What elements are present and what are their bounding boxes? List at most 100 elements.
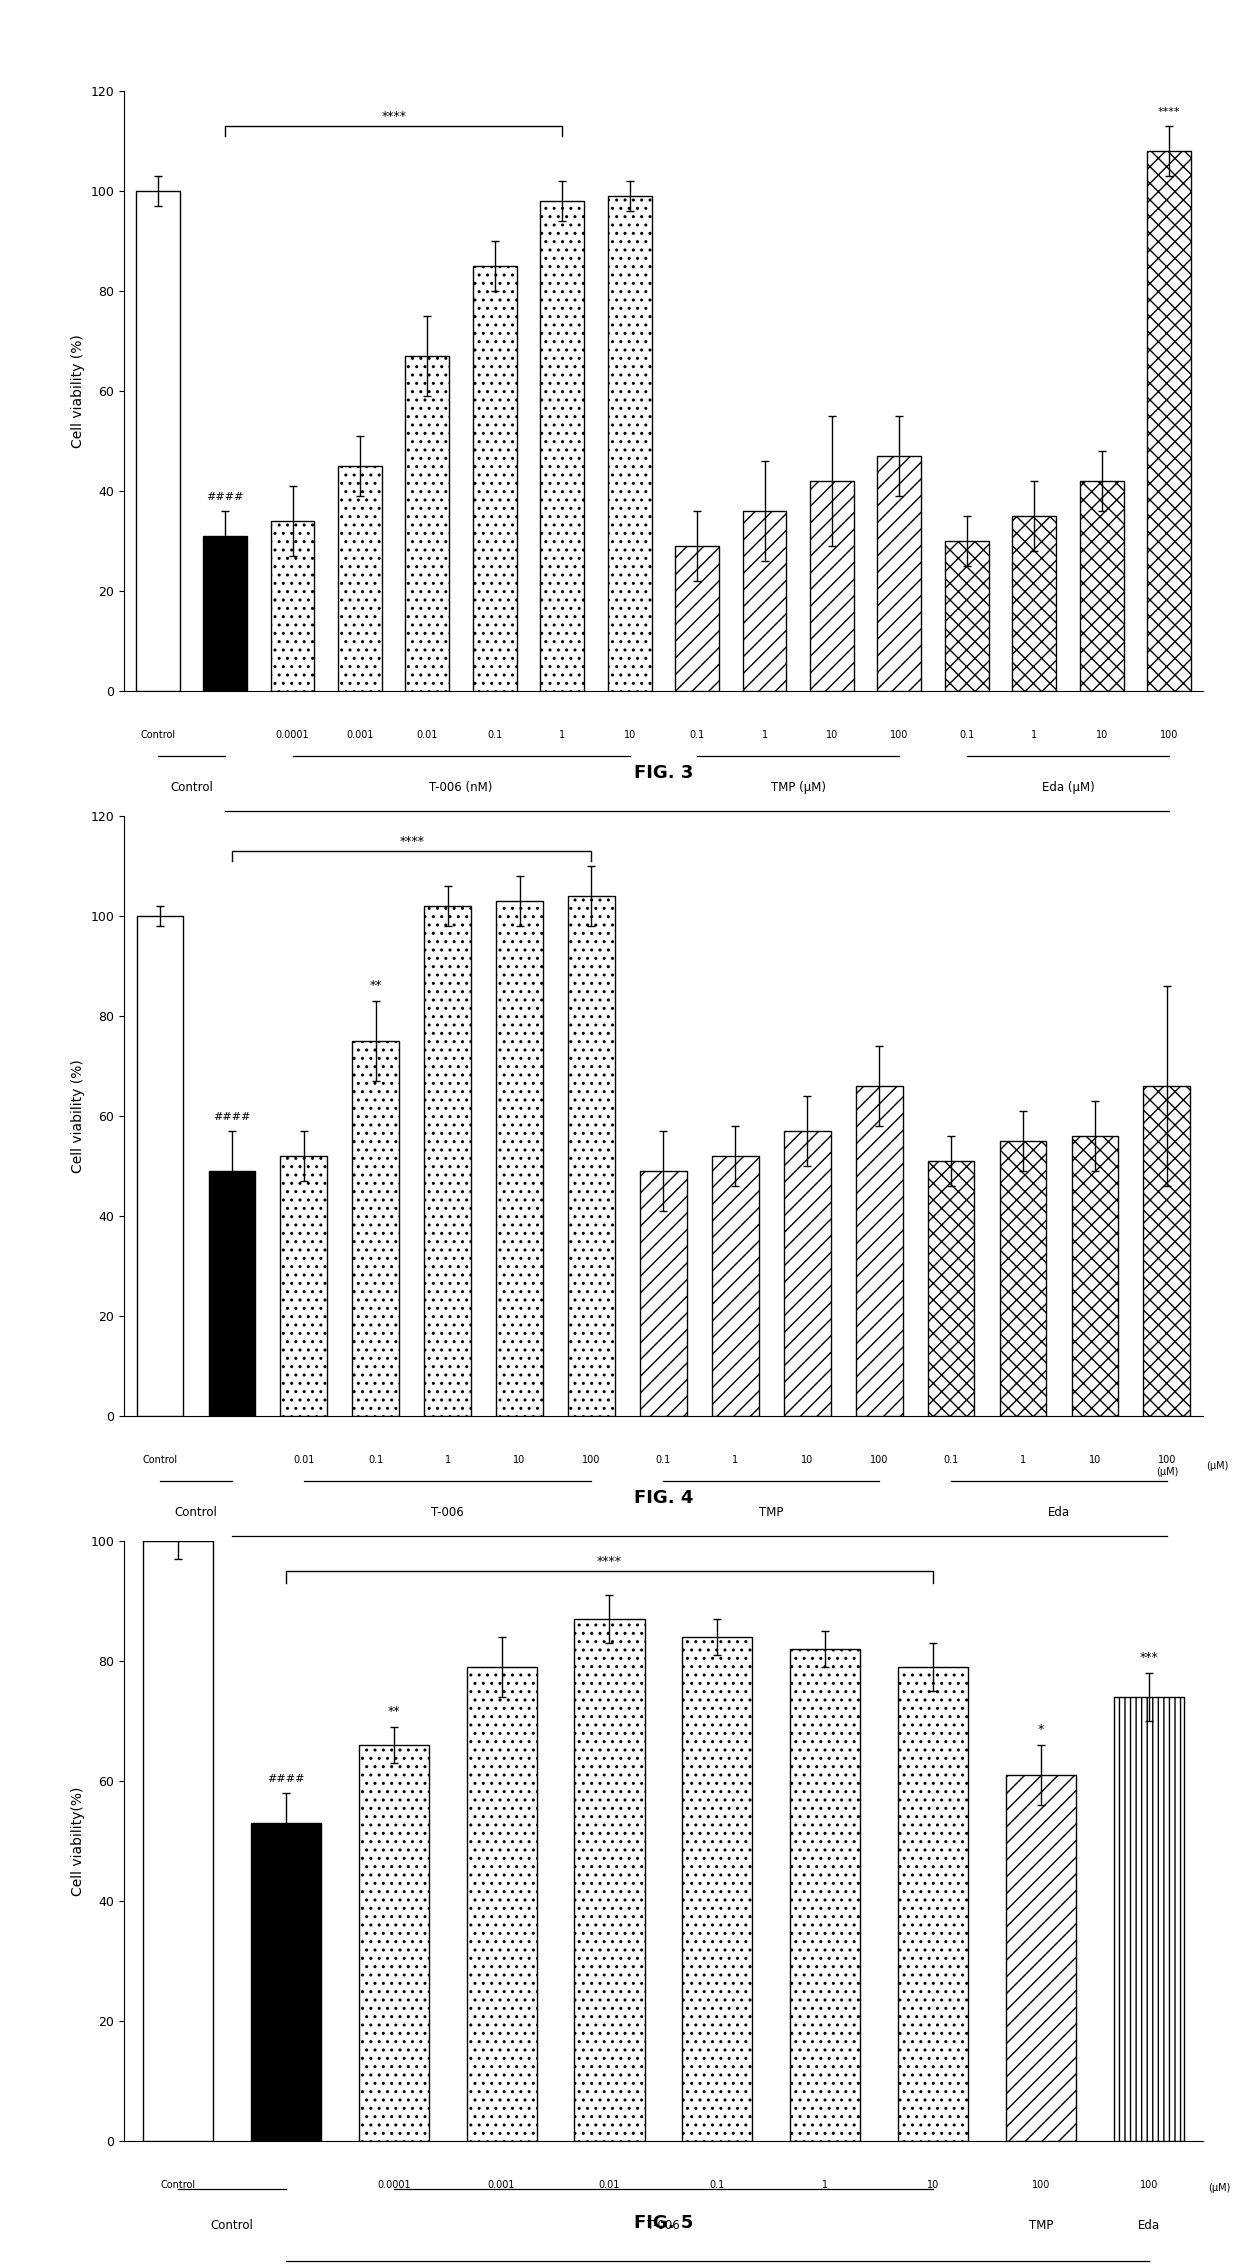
Text: TMP: TMP	[759, 1507, 784, 1518]
Text: T-006: T-006	[647, 2218, 680, 2232]
Text: 1: 1	[761, 730, 768, 741]
Y-axis label: Cell viability (%): Cell viability (%)	[71, 333, 84, 449]
Text: T-006 (nM): T-006 (nM)	[429, 782, 492, 793]
Bar	[541, 202, 584, 691]
Text: 1: 1	[822, 2180, 828, 2191]
Text: 0.01: 0.01	[417, 730, 438, 741]
Bar	[712, 1156, 759, 1416]
Text: ***: ***	[1140, 1652, 1158, 1663]
Bar	[790, 1650, 861, 2141]
Bar	[1012, 517, 1056, 691]
Text: 0.0001: 0.0001	[275, 730, 309, 741]
Bar	[405, 356, 449, 691]
Bar	[136, 190, 180, 691]
Text: 0.01: 0.01	[293, 1455, 315, 1466]
Bar	[945, 542, 988, 691]
Bar	[358, 1745, 429, 2141]
Text: 0.1: 0.1	[487, 730, 502, 741]
Bar	[424, 906, 471, 1416]
Bar	[1080, 480, 1123, 691]
Text: 1: 1	[559, 730, 565, 741]
Bar	[1071, 1135, 1118, 1416]
Text: 10: 10	[513, 1455, 526, 1466]
Bar	[280, 1156, 327, 1416]
Text: Control: Control	[143, 1455, 177, 1466]
Text: ****: ****	[381, 111, 407, 122]
Bar	[568, 895, 615, 1416]
Bar	[270, 521, 315, 691]
Text: 10: 10	[1095, 730, 1107, 741]
Bar	[203, 537, 247, 691]
Bar	[339, 467, 382, 691]
Text: FIG. 3: FIG. 3	[634, 764, 693, 782]
Text: Control: Control	[211, 2218, 253, 2232]
Text: TMP: TMP	[1029, 2218, 1053, 2232]
Text: 100: 100	[1140, 2180, 1158, 2191]
Bar	[878, 455, 921, 691]
Bar	[898, 1668, 968, 2141]
Bar	[143, 1541, 213, 2141]
Text: Control: Control	[175, 1507, 217, 1518]
Bar	[999, 1142, 1047, 1416]
Text: ****: ****	[399, 836, 424, 847]
Bar	[810, 480, 854, 691]
Text: 50 μM IAA: 50 μM IAA	[662, 841, 733, 854]
Text: 0.1: 0.1	[960, 730, 975, 741]
Text: 100: 100	[583, 1455, 600, 1466]
Bar	[208, 1172, 255, 1416]
Text: 0.1: 0.1	[368, 1455, 383, 1466]
Text: 10: 10	[826, 730, 838, 741]
Bar	[1143, 1085, 1190, 1416]
Y-axis label: Cell viability (%): Cell viability (%)	[71, 1058, 84, 1174]
Text: 0.0001: 0.0001	[377, 2180, 410, 2191]
Bar	[136, 915, 184, 1416]
Bar	[856, 1085, 903, 1416]
Text: Control: Control	[170, 782, 213, 793]
Text: 0.01: 0.01	[599, 2180, 620, 2191]
Bar	[784, 1131, 831, 1416]
Text: 100: 100	[1159, 730, 1178, 741]
Bar	[496, 902, 543, 1416]
Text: 1: 1	[1021, 1455, 1025, 1466]
Text: (μM): (μM)	[1208, 2184, 1230, 2193]
Text: Eda (μM): Eda (μM)	[1042, 782, 1095, 793]
Text: TMP (μM): TMP (μM)	[771, 782, 826, 793]
Bar	[608, 195, 651, 691]
Text: ****: ****	[596, 1554, 622, 1568]
Text: 0.1: 0.1	[944, 1455, 959, 1466]
Text: Control: Control	[160, 2180, 196, 2191]
Text: 0.001: 0.001	[346, 730, 373, 741]
Text: *: *	[1038, 1722, 1044, 1736]
Text: ####: ####	[267, 1774, 305, 1783]
Text: **: **	[387, 1704, 401, 1718]
Text: 1: 1	[1032, 730, 1038, 741]
Text: 0.1: 0.1	[709, 2180, 725, 2191]
Text: 0.1: 0.1	[689, 730, 704, 741]
Text: FIG. 5: FIG. 5	[634, 2214, 693, 2232]
Text: T-006: T-006	[432, 1507, 464, 1518]
Text: 100: 100	[1032, 2180, 1050, 2191]
Text: FIG. 4: FIG. 4	[634, 1489, 693, 1507]
Text: 100: 100	[870, 1455, 888, 1466]
Bar	[352, 1040, 399, 1416]
Bar	[574, 1618, 645, 2141]
Text: Eda: Eda	[1048, 1507, 1070, 1518]
Bar	[1006, 1774, 1076, 2141]
Text: 0.1: 0.1	[656, 1455, 671, 1466]
Text: Control: Control	[140, 730, 175, 741]
Bar	[928, 1160, 975, 1416]
Text: 10: 10	[1089, 1455, 1101, 1466]
Bar	[1114, 1697, 1184, 2141]
Y-axis label: Cell viability(%): Cell viability(%)	[71, 1786, 84, 1897]
Bar	[472, 265, 517, 691]
Bar	[466, 1668, 537, 2141]
Text: Eda: Eda	[1138, 2218, 1159, 2232]
Text: 100
(μM): 100 (μM)	[1156, 1455, 1178, 1477]
Text: ####: ####	[206, 492, 244, 503]
Bar	[1147, 150, 1190, 691]
Bar	[682, 1636, 753, 2141]
Text: 1: 1	[733, 1455, 738, 1466]
Bar	[250, 1824, 321, 2141]
Text: ####: ####	[213, 1113, 250, 1122]
Text: 1: 1	[445, 1455, 450, 1466]
